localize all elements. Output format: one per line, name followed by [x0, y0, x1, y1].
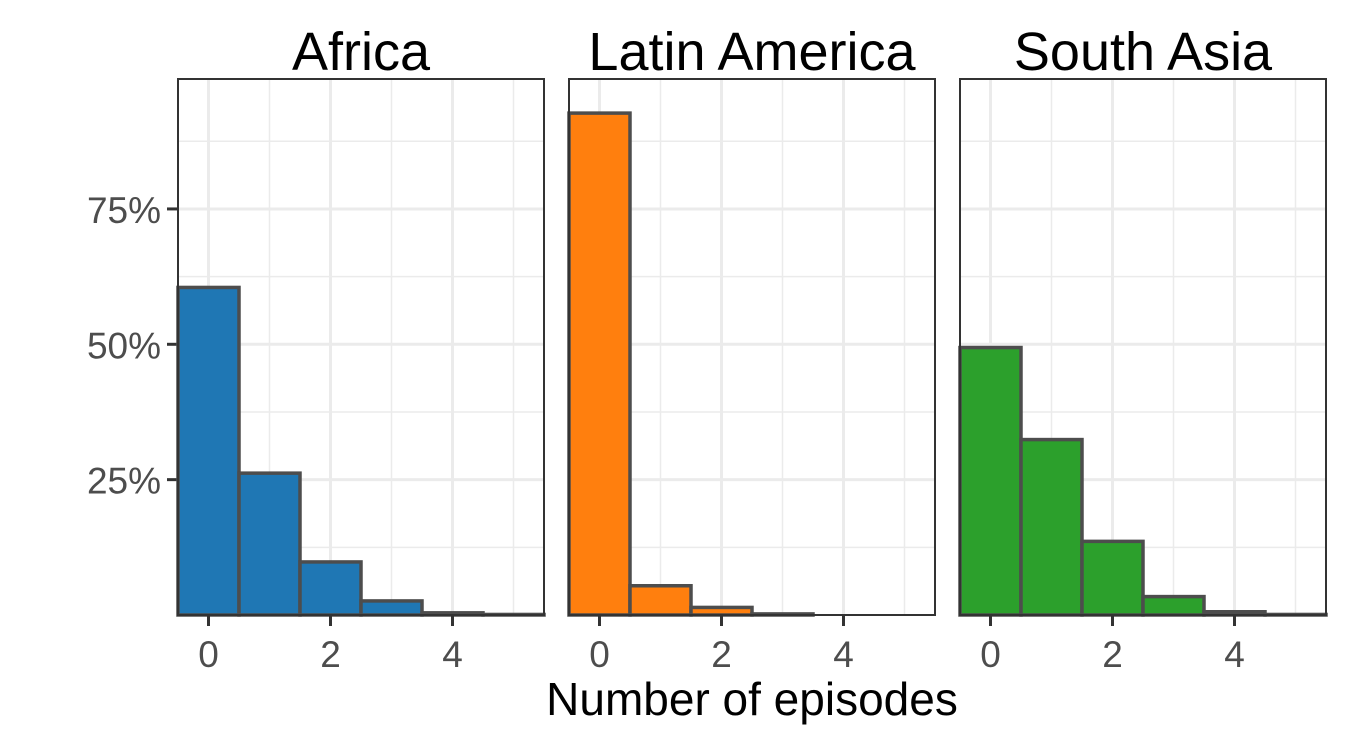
histogram-bar: [1019, 437, 1084, 617]
histogram-bar: [1141, 594, 1206, 617]
panel-border: [568, 78, 936, 616]
x-tick-label: 4: [442, 634, 463, 675]
y-tick-label: 25%: [87, 461, 161, 502]
facet-title: Africa: [292, 22, 431, 82]
histogram-bar: [176, 285, 241, 617]
histogram-bar: [237, 471, 302, 617]
x-tick-label: 2: [711, 634, 732, 675]
histogram-bar: [958, 345, 1023, 617]
histogram-bar: [567, 111, 632, 617]
x-tick-label: 2: [320, 634, 341, 675]
panel-border: [177, 78, 545, 616]
facet-panel: Africa 0 2 4: [176, 22, 546, 675]
histogram-bar: [359, 599, 424, 617]
facet-panel: Latin America 0 2 4: [567, 22, 936, 675]
histogram-bar: [628, 584, 693, 617]
x-tick-label: 0: [198, 634, 219, 675]
histogram-bar: [689, 605, 754, 617]
x-axis-title: Number of episodes: [546, 673, 958, 725]
facet-title: South Asia: [1014, 22, 1273, 82]
facet-title: Latin America: [588, 22, 916, 82]
facet-panel: South Asia 0 2 4: [958, 22, 1328, 675]
x-tick-label: 2: [1102, 634, 1123, 675]
histogram-bar: [1080, 539, 1145, 617]
x-tick-label: 0: [589, 634, 610, 675]
y-tick-label: 50%: [87, 325, 161, 366]
histogram-bar: [298, 560, 363, 617]
y-tick-label: 75%: [87, 190, 161, 231]
x-tick-label: 4: [1224, 634, 1245, 675]
x-tick-label: 0: [980, 634, 1001, 675]
x-tick-label: 4: [833, 634, 854, 675]
panel-border: [959, 78, 1327, 616]
